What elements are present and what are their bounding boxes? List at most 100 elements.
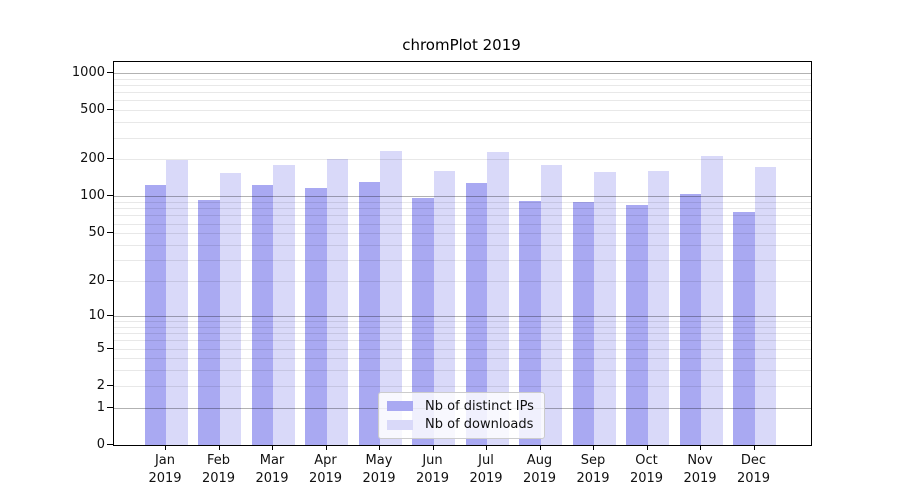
chart-title: chromPlot 2019 bbox=[402, 36, 521, 54]
gridline-major bbox=[114, 72, 811, 74]
y-tick-mark bbox=[107, 444, 114, 445]
gridline-minor bbox=[114, 340, 811, 342]
x-tick-mark bbox=[593, 445, 594, 450]
y-tick-label: 20 bbox=[88, 273, 105, 289]
x-tick-label: Sep 2019 bbox=[576, 453, 610, 486]
gridline-minor bbox=[114, 281, 811, 283]
y-tick-label: 500 bbox=[80, 102, 105, 118]
y-tick-label: 1000 bbox=[71, 64, 105, 80]
y-tick-label: 10 bbox=[88, 307, 105, 323]
x-tick-label: Jan 2019 bbox=[148, 453, 182, 486]
x-tick-mark bbox=[486, 445, 487, 450]
x-tick-mark bbox=[432, 445, 434, 450]
x-tick-label: Jul 2019 bbox=[469, 453, 503, 486]
gridline-minor bbox=[114, 208, 811, 210]
x-tick-mark bbox=[379, 445, 380, 450]
x-tick-mark bbox=[646, 445, 648, 450]
bar-downloads bbox=[166, 159, 188, 445]
y-tick-mark bbox=[107, 71, 114, 73]
y-tick-label: 50 bbox=[88, 225, 105, 241]
bar-downloads bbox=[701, 156, 723, 445]
y-tick-mark bbox=[107, 347, 114, 349]
gridline-minor bbox=[114, 333, 811, 335]
gridline-minor bbox=[114, 84, 811, 86]
legend-label: Nb of distinct IPs bbox=[425, 398, 534, 414]
gridline-minor bbox=[114, 110, 811, 112]
x-tick-mark bbox=[325, 445, 327, 450]
y-tick-label: 5 bbox=[96, 340, 105, 356]
x-tick-label: Oct 2019 bbox=[629, 453, 664, 486]
x-tick-label: Apr 2019 bbox=[308, 453, 343, 486]
y-tick-label: 1 bbox=[96, 399, 105, 415]
x-tick-mark bbox=[272, 445, 273, 450]
gridline-minor bbox=[114, 358, 811, 360]
legend-item-downloads: Nb of downloads bbox=[387, 417, 536, 432]
y-tick-mark bbox=[107, 406, 114, 408]
bar-distinct-ips bbox=[465, 183, 487, 445]
gridline-minor bbox=[114, 348, 811, 350]
bar-downloads bbox=[380, 150, 402, 445]
x-tick-label: Mar 2019 bbox=[255, 453, 289, 486]
x-tick-mark bbox=[165, 445, 166, 450]
y-tick-mark bbox=[107, 280, 114, 282]
bar-downloads bbox=[219, 173, 241, 445]
bar-distinct-ips bbox=[679, 193, 701, 445]
gridline-minor bbox=[114, 215, 811, 217]
bar-downloads bbox=[754, 166, 776, 445]
bar-distinct-ips bbox=[305, 188, 327, 445]
gridline-minor bbox=[114, 223, 811, 225]
gridline-minor bbox=[114, 326, 811, 328]
x-tick-label: May 2019 bbox=[362, 453, 396, 486]
gridline-minor bbox=[114, 159, 811, 161]
gridline-minor bbox=[114, 245, 811, 246]
gridline-minor bbox=[114, 260, 811, 262]
gridline-minor bbox=[114, 137, 811, 139]
gridline-major bbox=[114, 196, 811, 198]
bar-downloads bbox=[647, 171, 669, 445]
gridline-minor bbox=[114, 385, 811, 387]
x-tick-mark bbox=[218, 445, 220, 450]
y-tick-label: 100 bbox=[80, 188, 105, 204]
legend: Nb of distinct IPs Nb of downloads bbox=[378, 392, 545, 439]
bar-downloads bbox=[487, 151, 509, 445]
gridline-minor bbox=[114, 100, 811, 102]
y-tick-mark bbox=[107, 109, 114, 111]
y-tick-label: 2 bbox=[96, 377, 105, 393]
x-tick-label: Dec 2019 bbox=[736, 453, 771, 486]
bar-downloads bbox=[433, 171, 455, 445]
x-tick-mark bbox=[700, 445, 701, 450]
bar-distinct-ips bbox=[144, 184, 166, 445]
bar-downloads bbox=[326, 158, 348, 445]
gridline-minor bbox=[114, 370, 811, 372]
y-tick-label: 0 bbox=[96, 437, 105, 452]
bar-distinct-ips bbox=[412, 197, 434, 445]
bar-downloads bbox=[540, 165, 562, 445]
y-tick-mark bbox=[107, 195, 114, 197]
y-tick-mark bbox=[107, 384, 114, 386]
legend-item-distinct-ips: Nb of distinct IPs bbox=[387, 399, 536, 414]
gridline-minor bbox=[114, 92, 811, 94]
bar-distinct-ips bbox=[251, 185, 273, 445]
legend-label: Nb of downloads bbox=[425, 417, 534, 433]
legend-swatch bbox=[387, 401, 413, 412]
legend-swatch bbox=[387, 419, 413, 430]
gridline-minor bbox=[114, 122, 811, 124]
x-tick-label: Feb 2019 bbox=[201, 453, 236, 486]
gridline-minor bbox=[114, 202, 811, 204]
bar-distinct-ips bbox=[626, 205, 648, 445]
bar-distinct-ips bbox=[519, 201, 541, 445]
y-tick-label: 200 bbox=[80, 151, 105, 167]
gridline-minor bbox=[114, 78, 811, 80]
plot-area bbox=[113, 61, 812, 446]
x-tick-mark bbox=[753, 445, 755, 450]
gridline-minor bbox=[114, 321, 811, 322]
y-tick-mark bbox=[107, 158, 114, 160]
bar-distinct-ips bbox=[572, 202, 594, 445]
bar-distinct-ips bbox=[198, 199, 220, 445]
x-tick-label: Jun 2019 bbox=[415, 453, 450, 486]
x-tick-label: Nov 2019 bbox=[683, 453, 717, 486]
bar-downloads bbox=[273, 164, 295, 445]
y-tick-mark bbox=[107, 232, 114, 234]
x-tick-mark bbox=[539, 445, 541, 450]
